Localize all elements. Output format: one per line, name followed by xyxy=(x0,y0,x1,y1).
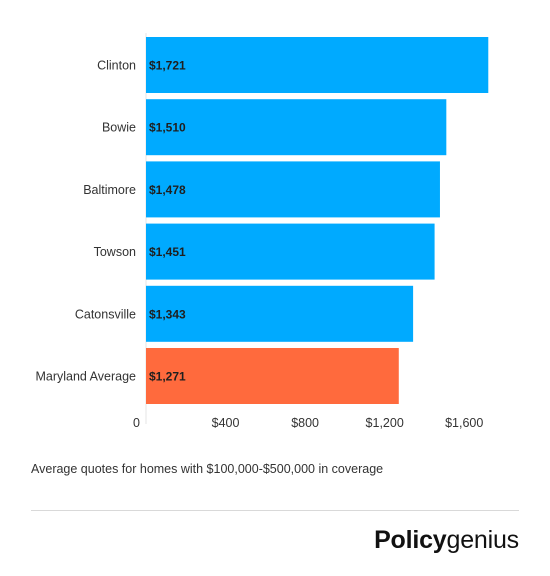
bar-clinton xyxy=(146,37,489,93)
x-tick-label: 0 xyxy=(133,416,140,430)
divider xyxy=(31,510,519,511)
bar-baltimore xyxy=(146,161,440,218)
data-label: $1,478 xyxy=(149,183,186,197)
data-label: $1,721 xyxy=(149,59,186,73)
data-label: $1,510 xyxy=(149,121,186,135)
category-label: Towson xyxy=(94,245,136,259)
x-tick-label: $1,200 xyxy=(366,416,404,430)
category-label: Catonsville xyxy=(75,307,136,321)
bar-maryland-average xyxy=(146,348,399,404)
category-label: Clinton xyxy=(97,59,136,73)
policygenius-logo: Policygenius xyxy=(374,526,519,555)
bar-chart: Clinton $1,721 Bowie $1,510 Baltimore $1,478 T… xyxy=(35,33,489,430)
data-label: $1,271 xyxy=(149,370,186,384)
bar-bowie xyxy=(146,99,447,156)
x-tick-label: $1,600 xyxy=(445,416,483,430)
logo-part-genius: genius xyxy=(446,526,520,554)
logo-part-policy: Policy xyxy=(374,526,447,554)
data-label: $1,343 xyxy=(149,307,186,321)
bar-catonsville xyxy=(146,285,414,342)
chart-caption: Average quotes for homes with $100,000-$… xyxy=(31,462,384,476)
category-label: Baltimore xyxy=(83,183,136,197)
category-label: Bowie xyxy=(102,121,136,135)
x-tick-label: $400 xyxy=(212,416,240,430)
category-label: Maryland Average xyxy=(35,370,136,384)
data-label: $1,451 xyxy=(149,245,186,259)
x-tick-label: $800 xyxy=(291,416,319,430)
bar-towson xyxy=(146,223,435,280)
